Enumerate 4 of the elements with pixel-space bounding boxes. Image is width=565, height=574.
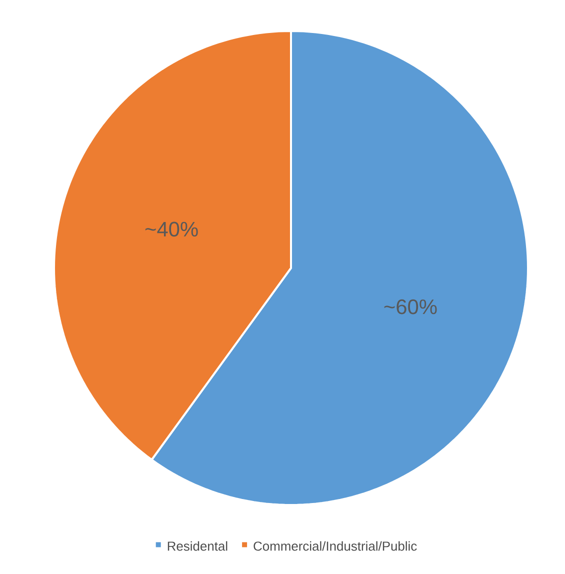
- legend-label: Commercial/Industrial/Public: [254, 541, 417, 551]
- data-label: ~60%: [384, 299, 437, 314]
- legend-label: Residental: [168, 541, 228, 551]
- data-label: ~40%: [145, 222, 198, 237]
